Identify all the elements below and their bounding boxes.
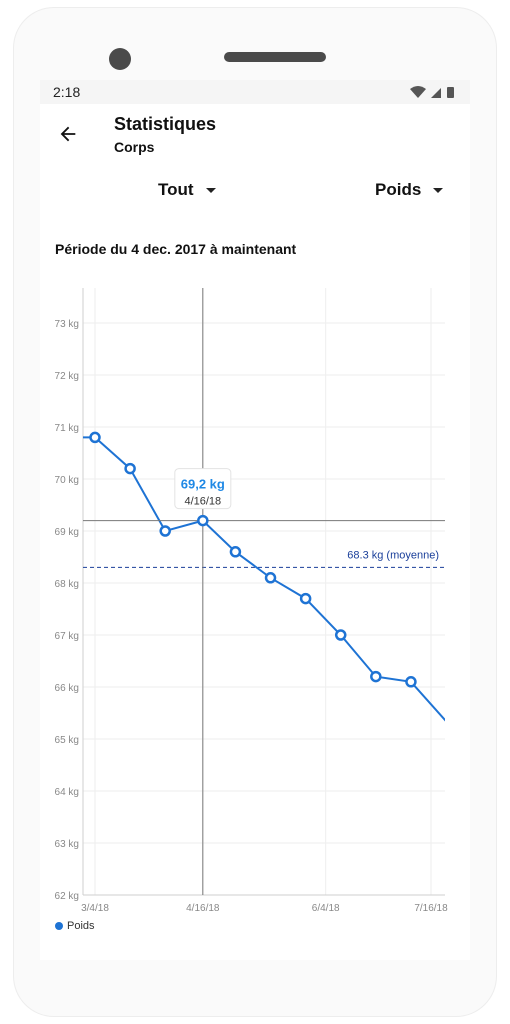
chart-legend: Poids (55, 920, 95, 932)
arrow-left-icon (60, 126, 76, 142)
series-line-poids (83, 436, 445, 722)
legend-label: Poids (67, 920, 95, 932)
y-tick-label: 67 kg (55, 631, 79, 642)
data-point[interactable] (159, 525, 171, 537)
camera-dot (109, 48, 131, 70)
tooltip-date: 4/16/18 (184, 496, 221, 508)
status-icons (408, 84, 460, 100)
y-tick-label: 73 kg (55, 319, 79, 330)
speaker-grill (224, 52, 326, 62)
data-point[interactable] (370, 670, 382, 683)
data-point[interactable] (334, 629, 347, 641)
y-tick-label: 65 kg (55, 735, 79, 746)
x-tick-label: 6/4/18 (312, 903, 340, 914)
battery-icon (447, 87, 454, 98)
app-bar: Statistiques Corps (40, 104, 470, 168)
range-dropdown[interactable]: Tout (158, 180, 216, 200)
back-button[interactable] (50, 116, 86, 152)
app-screen: 2:18 Statistiques Corps Tout Poids Pério… (40, 80, 470, 960)
data-point[interactable] (229, 546, 242, 558)
y-tick-label: 64 kg (55, 787, 79, 798)
y-tick-label: 70 kg (55, 475, 79, 486)
y-tick-label: 68 kg (55, 579, 79, 590)
tooltip-value: 69,2 kg (181, 477, 225, 492)
y-tick-label: 63 kg (55, 839, 79, 850)
status-bar: 2:18 (40, 80, 470, 104)
page-subtitle: Corps (114, 139, 155, 155)
x-tick-label: 7/16/18 (414, 903, 448, 914)
data-point[interactable] (197, 514, 209, 527)
data-point[interactable] (124, 462, 136, 475)
data-point[interactable] (405, 676, 417, 688)
y-tick-label: 72 kg (55, 371, 79, 382)
tooltip: 69,2 kg 4/16/18 (174, 468, 232, 510)
y-tick-label: 69 kg (55, 527, 79, 538)
period-label: Période du 4 dec. 2017 à maintenant (55, 241, 297, 257)
caret-down-icon (205, 187, 216, 193)
data-point[interactable] (89, 431, 101, 444)
cell-signal-icon (431, 88, 441, 98)
x-tick-label: 4/16/18 (186, 903, 220, 914)
caret-down-icon (433, 187, 444, 193)
weight-line-chart[interactable]: 62 kg 63 kg 64 kg 65 kg 66 kg 67 kg 68 kg 69 kg… (40, 280, 470, 920)
legend-dot-icon (55, 922, 63, 930)
range-dropdown-label: Tout (158, 180, 194, 199)
average-label: 68.3 kg (moyenne) (347, 549, 439, 561)
x-tick-label: 3/4/18 (81, 903, 109, 914)
metric-dropdown[interactable]: Poids (375, 180, 444, 200)
page-title: Statistiques (114, 114, 217, 134)
data-point[interactable] (299, 592, 312, 605)
tooltip-box (174, 468, 232, 510)
metric-dropdown-label: Poids (375, 180, 422, 199)
y-tick-label: 66 kg (55, 683, 79, 694)
data-point[interactable] (264, 572, 277, 584)
y-tick-label: 62 kg (55, 891, 79, 902)
wifi-icon (410, 86, 426, 98)
y-tick-label: 71 kg (55, 423, 79, 434)
status-time: 2:18 (53, 84, 81, 100)
